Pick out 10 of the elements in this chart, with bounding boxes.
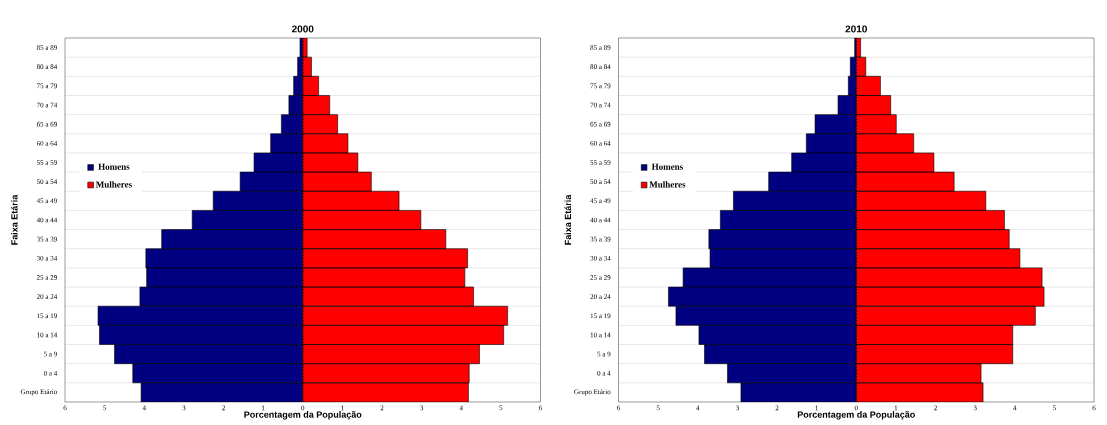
y-axis-title: Faixa Etária xyxy=(564,194,572,245)
legend-label: Homens xyxy=(98,163,130,170)
x-axis-title: Porcentagem da População xyxy=(244,411,362,420)
legend-label: Mulheres xyxy=(95,181,132,188)
legend-label: Homens xyxy=(651,163,683,170)
chart-title: 2000 xyxy=(291,25,314,33)
x-axis-title: Porcentagem da População xyxy=(797,411,915,420)
legend-label: Mulheres xyxy=(649,181,686,188)
chart-title: 2010 xyxy=(845,25,867,33)
y-axis-title: Faixa Etária xyxy=(10,194,18,245)
